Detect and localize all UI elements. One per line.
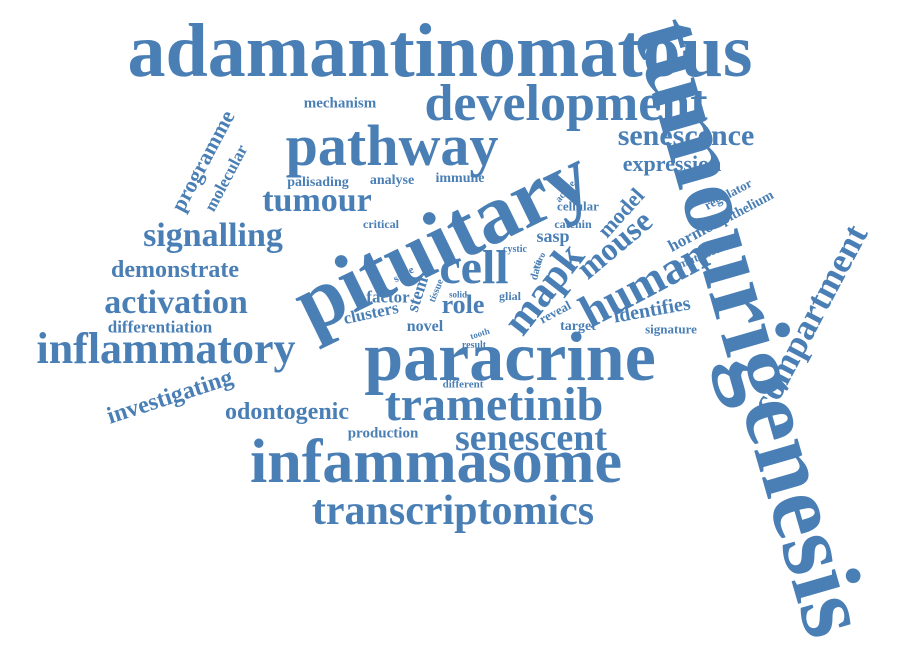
word-tumour: tumour [262, 182, 372, 219]
word-senescent: senescent [455, 417, 607, 459]
word-development: development [424, 75, 708, 132]
word-odontogenic: odontogenic [224, 399, 350, 425]
word-cystic: cystic [503, 244, 527, 255]
word-glial: glial [498, 289, 522, 303]
word-cell: cell [439, 241, 509, 294]
word-novel: novel [406, 318, 444, 335]
word-target: target [560, 319, 596, 334]
word-mechanism: mechanism [303, 95, 377, 112]
word-catenin: catenin [554, 217, 592, 231]
word-solid: solid [448, 289, 468, 300]
word-factor: factor [366, 287, 410, 307]
word-different: different [442, 378, 484, 391]
word-activation: activation [104, 284, 248, 321]
word-expression: expression [622, 151, 722, 176]
word-infammasome: infammasome [250, 428, 622, 496]
word-pathway: pathway [285, 113, 499, 178]
word-signature: signature [645, 321, 697, 337]
word-critical: critical [363, 217, 399, 231]
word-adamantinomatous: adamantinomatous [127, 9, 753, 93]
word-senescence: senescence [617, 119, 755, 152]
word-role: role [441, 290, 485, 319]
word-immune: immune [435, 171, 485, 186]
word-differentiation: differentiation [107, 317, 213, 337]
word-demonstrate: demonstrate [111, 257, 239, 283]
word-palisading: palisading [287, 175, 349, 190]
word-analyse: analyse [369, 173, 415, 188]
word-trametinib: trametinib [384, 378, 604, 431]
word-signalling: signalling [143, 217, 283, 254]
word-sasp: sasp [536, 226, 570, 246]
word-transcriptomics: transcriptomics [311, 488, 595, 534]
word-cellular: cellular [557, 198, 599, 214]
word-inflammatory: inflammatory [36, 324, 296, 373]
word-paracrine: paracrine [364, 319, 656, 396]
word-investigating: investigating [103, 364, 237, 430]
word-result: result [461, 340, 487, 351]
word-production: production [347, 425, 419, 442]
